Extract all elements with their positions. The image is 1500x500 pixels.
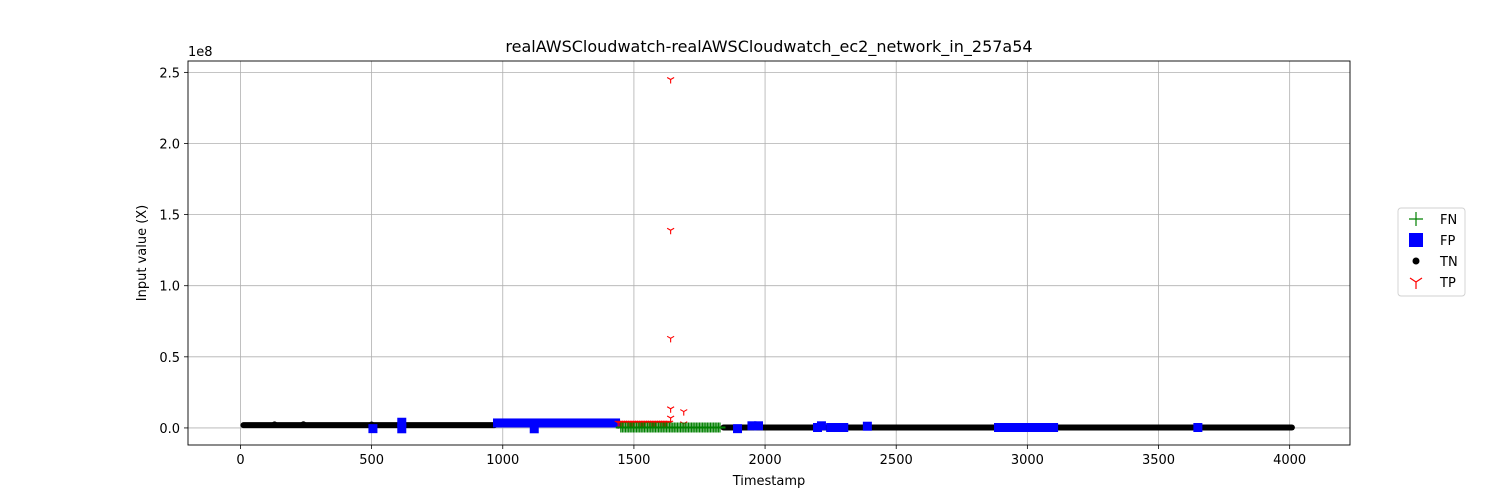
legend-marker-fn	[1409, 212, 1423, 226]
y-scale-label: 1e8	[188, 45, 213, 60]
point-fp	[816, 421, 826, 431]
segment-fp	[994, 423, 1059, 433]
chart-title: realAWSCloudwatch-realAWSCloudwatch_ec2_…	[505, 37, 1032, 57]
point-fp	[529, 424, 539, 434]
legend: FN FP TN TP	[1397, 207, 1466, 297]
legend-marker-tn	[1412, 257, 1420, 265]
x-tick-label: 1500	[617, 453, 650, 468]
series-fp	[368, 417, 1203, 434]
point-fp	[397, 417, 407, 427]
point-tp	[679, 409, 688, 416]
legend-label: TP	[1439, 276, 1456, 291]
x-tick-label: 4000	[1273, 453, 1306, 468]
point-fp	[754, 421, 764, 431]
x-axis-title: Timestamp	[732, 474, 806, 489]
x-tick-label: 3000	[1011, 453, 1044, 468]
legend-box	[1397, 207, 1466, 297]
point-tp	[666, 77, 675, 84]
plot-frame	[187, 60, 1351, 446]
series-tp	[614, 77, 688, 428]
x-tick-label: 0	[236, 453, 244, 468]
x-tick-label: 2500	[880, 453, 913, 468]
point-tp	[666, 406, 675, 413]
point-fp	[862, 421, 872, 431]
x-tick-label: 500	[359, 453, 384, 468]
point-fp	[834, 423, 844, 433]
legend-label: TN	[1439, 255, 1458, 270]
point-fp	[839, 423, 849, 433]
point-fp	[397, 424, 407, 434]
legend-item-tn: TN	[1412, 255, 1458, 270]
y-tick-label: 2.0	[159, 137, 180, 152]
point-tp	[666, 227, 675, 235]
point-fp	[733, 424, 743, 434]
x-tick-label: 1000	[486, 453, 519, 468]
legend-label: FP	[1440, 234, 1455, 249]
point-tp	[666, 415, 675, 422]
y-axis-title: Input value (X)	[135, 205, 150, 301]
y-tick-label: 2.5	[159, 66, 180, 81]
series-fn	[615, 422, 726, 433]
y-tick-label: 1.0	[159, 280, 180, 295]
y-tick-label: 0.5	[159, 351, 180, 366]
legend-item-fn: FN	[1409, 212, 1457, 228]
point-tn	[300, 421, 307, 428]
point-fp	[368, 424, 378, 434]
legend-marker-tp	[1409, 277, 1423, 289]
point-tp	[666, 335, 675, 343]
axes: 0 500 1000 1500 2000 2500 3000 3500 4000 0.0 0.5 1.…	[159, 60, 1351, 468]
point-fp	[826, 423, 836, 433]
x-tick-label: 2000	[749, 453, 782, 468]
legend-item-tp: TP	[1409, 276, 1456, 291]
legend-marker-fp	[1409, 233, 1423, 247]
segment-fp	[493, 418, 621, 428]
y-tick-label: 0.0	[159, 422, 180, 437]
point-tn	[271, 421, 278, 428]
data-points	[240, 77, 1295, 434]
point-fp	[1193, 423, 1203, 433]
x-tick-label: 3500	[1142, 453, 1175, 468]
y-tick-label: 1.5	[159, 209, 180, 224]
point-fp	[747, 421, 757, 431]
legend-label: FN	[1440, 213, 1457, 228]
grid	[188, 61, 1350, 445]
legend-item-fp: FP	[1409, 233, 1455, 249]
